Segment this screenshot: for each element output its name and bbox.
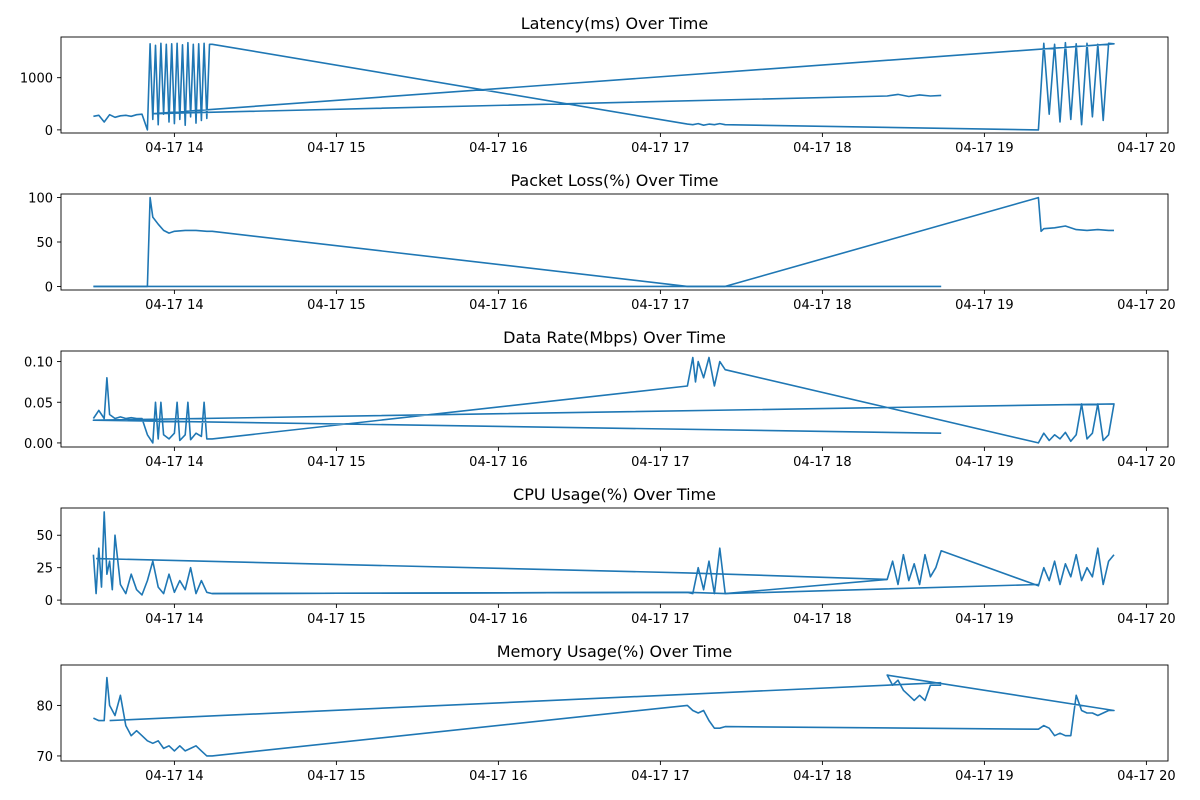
series-line-1	[93, 41, 1115, 131]
x-tick-label: 04-17 19	[955, 769, 1013, 784]
y-tick-label: 0.05	[24, 396, 53, 411]
series-line-3	[212, 583, 1039, 595]
x-tick-label: 04-17 20	[1117, 612, 1175, 627]
y-tick-label: 100	[28, 192, 53, 207]
x-tick-label: 04-17 18	[793, 298, 851, 313]
x-tick-label: 04-17 16	[469, 455, 527, 470]
x-tick-label: 04-17 20	[1117, 298, 1175, 313]
axes-frame	[60, 664, 1169, 762]
chart-panel-1: Latency(ms) Over Time 0 1000 04-17 14 04-17 …	[20, 14, 1176, 156]
x-tick-label: 04-17 14	[145, 455, 203, 470]
y-tick-label: 80	[36, 699, 53, 714]
series-line-1	[93, 196, 1114, 288]
x-tick-label: 04-17 20	[1117, 141, 1175, 156]
x-tick-label: 04-17 20	[1117, 769, 1175, 784]
chart-panel-3: Data Rate(Mbps) Over Time 0.00 0.05 0.10 04-…	[24, 328, 1176, 470]
series-line-2	[109, 681, 942, 722]
x-tick-label: 04-17 16	[469, 769, 527, 784]
x-tick-label: 04-17 16	[469, 612, 527, 627]
axes-frame	[60, 350, 1169, 448]
axes-frame	[60, 507, 1169, 605]
x-tick-label: 04-17 15	[307, 298, 365, 313]
chart-title: Latency(ms) Over Time	[521, 14, 708, 33]
y-tick-label: 0	[45, 280, 53, 295]
x-tick-label: 04-17 18	[793, 141, 851, 156]
y-tick-label: 25	[36, 562, 53, 577]
x-tick-label: 04-17 18	[793, 769, 851, 784]
x-tick-label: 04-17 19	[955, 298, 1013, 313]
series-line-1	[93, 674, 1115, 757]
x-tick-label: 04-17 19	[955, 455, 1013, 470]
x-tick-label: 04-17 15	[307, 612, 365, 627]
x-tick-label: 04-17 17	[631, 769, 689, 784]
chart-title: Data Rate(Mbps) Over Time	[503, 328, 726, 347]
series-line-1	[92, 511, 1115, 596]
y-tick-label: 50	[36, 529, 53, 544]
x-tick-label: 04-17 14	[145, 612, 203, 627]
x-tick-label: 04-17 14	[145, 769, 203, 784]
y-tick-label: 50	[36, 236, 53, 251]
x-tick-label: 04-17 18	[793, 612, 851, 627]
x-tick-label: 04-17 17	[631, 298, 689, 313]
x-tick-label: 04-17 20	[1117, 455, 1175, 470]
x-tick-label: 04-17 15	[307, 141, 365, 156]
x-tick-label: 04-17 17	[631, 612, 689, 627]
chart-panel-4: CPU Usage(%) Over Time 0 25 50 04-17 14 04-17…	[36, 485, 1175, 627]
x-tick-label: 04-17 19	[955, 141, 1013, 156]
y-tick-label: 0.10	[24, 356, 53, 371]
chart-panel-2: Packet Loss(%) Over Time 0 50 100 04-17 14 04…	[28, 171, 1175, 313]
x-tick-label: 04-17 19	[955, 612, 1013, 627]
x-tick-label: 04-17 18	[793, 455, 851, 470]
y-tick-label: 1000	[20, 72, 53, 87]
chart-title: Memory Usage(%) Over Time	[497, 642, 733, 661]
chart-title: Packet Loss(%) Over Time	[510, 171, 718, 190]
x-tick-label: 04-17 16	[469, 298, 527, 313]
chart-title: CPU Usage(%) Over Time	[513, 485, 716, 504]
x-tick-label: 04-17 17	[631, 455, 689, 470]
series-line-2	[96, 557, 888, 581]
x-tick-label: 04-17 14	[145, 141, 203, 156]
y-tick-label: 70	[36, 750, 53, 765]
axes-frame	[60, 36, 1169, 134]
x-tick-label: 04-17 15	[307, 455, 365, 470]
x-tick-label: 04-17 17	[631, 141, 689, 156]
y-tick-label: 0.00	[24, 437, 53, 452]
y-tick-label: 0	[45, 124, 53, 139]
chart-panel-5: Memory Usage(%) Over Time 70 80 04-17 14 04-…	[36, 642, 1175, 784]
x-tick-label: 04-17 15	[307, 769, 365, 784]
series-line-1	[92, 356, 1115, 444]
x-tick-label: 04-17 16	[469, 141, 527, 156]
y-tick-label: 0	[45, 594, 53, 609]
x-tick-label: 04-17 14	[145, 298, 203, 313]
